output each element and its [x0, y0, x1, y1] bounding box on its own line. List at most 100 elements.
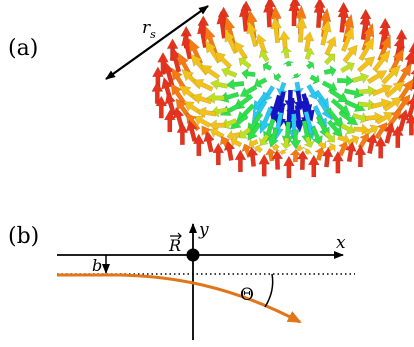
- spin-arrow: [303, 147, 313, 156]
- spin-arrow: [253, 77, 268, 89]
- spin-arrow: [191, 92, 213, 105]
- spin-arrow: [340, 122, 356, 135]
- spin-arrow: [271, 149, 284, 170]
- spin-arrow: [208, 119, 226, 132]
- spin-arrow: [248, 137, 259, 150]
- spin-arrow: [340, 26, 354, 53]
- spin-arrow: [309, 73, 320, 85]
- spin-arrow: [280, 137, 293, 150]
- spin-arrow: [346, 134, 360, 146]
- spin-arrow: [186, 112, 201, 132]
- spin-arrow: [381, 64, 401, 85]
- spin-arrow: [377, 34, 391, 62]
- skyrmion-center-dot: [186, 248, 200, 262]
- spin-arrow: [336, 74, 355, 87]
- skyrmion-spin-texture: [151, 0, 414, 179]
- spin-arrow: [209, 78, 229, 91]
- spin-arrow: [337, 4, 350, 33]
- spin-arrow: [282, 60, 294, 67]
- spin-arrow: [155, 95, 168, 119]
- spin-arrow: [282, 155, 295, 179]
- y-axis-label: y: [198, 220, 209, 240]
- spin-arrow: [223, 140, 236, 161]
- spin-arrow: [323, 65, 337, 78]
- spin-arrow: [323, 130, 335, 143]
- spin-arrow: [173, 106, 185, 130]
- spin-arrow: [321, 147, 334, 168]
- spin-arrow: [358, 85, 378, 98]
- vector-arrow-icon: [170, 232, 182, 240]
- spin-arrow: [169, 46, 182, 73]
- center-label: R: [168, 236, 181, 255]
- spin-arrow: [374, 122, 388, 140]
- spin-arrow: [397, 78, 414, 102]
- spin-arrow: [267, 127, 279, 148]
- spin-arrow: [307, 154, 320, 178]
- spin-arrow: [324, 36, 337, 56]
- spin-arrow: [203, 131, 215, 153]
- spin-arrow: [375, 112, 394, 125]
- spin-arrow: [278, 30, 291, 51]
- spin-arrow: [386, 108, 402, 128]
- spin-arrow: [230, 136, 243, 148]
- spin-arrow: [303, 47, 315, 61]
- spin-arrow: [192, 133, 205, 157]
- spin-arrow: [289, 149, 302, 163]
- spin-arrow: [214, 51, 233, 69]
- skyrmion-trajectory: [57, 273, 302, 324]
- spin-arrow: [196, 106, 217, 119]
- spin-arrow: [331, 150, 344, 174]
- spin-arrow: [310, 126, 323, 147]
- spin-arrow: [258, 153, 271, 177]
- spin-arrow: [259, 106, 274, 135]
- spin-arrow: [151, 81, 164, 104]
- spin-arrow: [225, 78, 245, 91]
- spin-arrow: [305, 60, 315, 71]
- spin-arrow: [363, 124, 380, 137]
- spin-arrow: [291, 72, 302, 79]
- spin-arrow: [320, 19, 332, 46]
- angle-arc: [264, 273, 274, 308]
- spin-arrow: [359, 12, 372, 41]
- spin-arrow: [262, 0, 275, 28]
- spin-arrow: [246, 20, 259, 48]
- spin-arrow: [405, 112, 414, 136]
- spin-arrow: [406, 96, 414, 119]
- spin-arrow: [391, 125, 404, 148]
- spin-arrow: [226, 129, 241, 142]
- spin-arrow: [372, 49, 391, 73]
- spin-arrow: [221, 66, 238, 78]
- spin-arrow: [192, 79, 214, 92]
- spin-arrow: [258, 50, 270, 63]
- spin-arrow: [238, 57, 252, 69]
- spin-arrow: [238, 127, 252, 139]
- spin-arrow: [384, 80, 406, 99]
- panel-a-label: (a): [8, 36, 38, 61]
- spin-arrow: [296, 150, 309, 171]
- spin-arrow: [294, 144, 305, 152]
- spin-arrow: [246, 146, 259, 167]
- spin-arrow: [209, 127, 225, 139]
- spin-arrow: [325, 107, 345, 130]
- impact-label: b: [92, 256, 102, 275]
- radius-arrow: [105, 5, 209, 80]
- spin-arrow: [383, 121, 396, 144]
- spin-arrow: [224, 28, 239, 55]
- spin-arrow: [186, 119, 198, 143]
- spin-arrow: [258, 133, 270, 146]
- radius-label: rs: [142, 18, 156, 41]
- panel-b-label: (b): [8, 224, 39, 249]
- spin-arrow: [262, 60, 273, 73]
- spin-arrow: [254, 143, 263, 154]
- spin-arrow: [356, 56, 376, 73]
- spin-arrow: [358, 36, 375, 62]
- spin-arrow: [342, 44, 358, 64]
- angle-label: Θ: [240, 285, 254, 305]
- spin-arrow: [238, 3, 251, 32]
- spin-arrow: [212, 142, 225, 166]
- spin-arrow: [314, 147, 327, 161]
- spin-arrow: [354, 144, 367, 168]
- spin-arrow: [216, 10, 229, 39]
- spin-arrow: [270, 16, 283, 44]
- spin-arrow: [382, 96, 403, 112]
